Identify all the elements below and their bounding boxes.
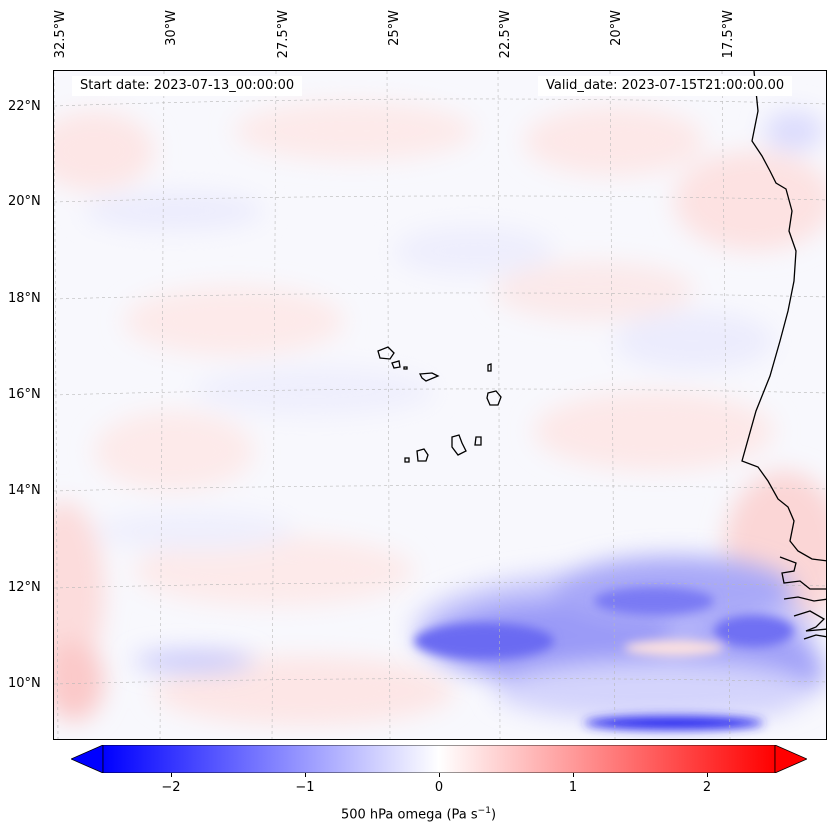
colorbar-tick-label: −2 — [161, 780, 181, 795]
lon-label-32-5w: 32.5°W — [53, 10, 68, 59]
lon-label-30w: 30°W — [164, 10, 179, 46]
colorbar-tickmark — [707, 773, 708, 777]
lat-label-20n: 20°N — [8, 194, 41, 209]
colorbar-gradient — [102, 745, 776, 773]
colorbar-max-arrow — [774, 745, 807, 773]
start-date-label: Start date: 2023-07-13_00:00:00 — [72, 76, 303, 96]
lon-label-20w: 20°W — [609, 10, 624, 46]
lat-label-18n: 18°N — [8, 291, 41, 306]
negative-omega-cores — [414, 587, 794, 730]
colorbar-tick-label: 0 — [434, 780, 444, 795]
lat-label-14n: 14°N — [8, 483, 41, 498]
colorbar-label-prefix: 500 hPa omega (Pa s — [340, 807, 478, 823]
colorbar-tick-label: −1 — [295, 780, 315, 795]
lat-label-10n: 10°N — [8, 676, 41, 691]
weak-omega-patches — [54, 101, 826, 726]
colorbar-tickmark — [439, 773, 440, 777]
colorbar-label-suffix: ) — [490, 807, 497, 823]
lon-label-22-5w: 22.5°W — [498, 10, 513, 59]
colorbar — [71, 745, 807, 773]
lat-label-12n: 12°N — [8, 580, 41, 595]
colorbar-tickmark — [171, 773, 172, 777]
omega-field — [54, 71, 826, 739]
lat-label-16n: 16°N — [8, 387, 41, 402]
valid-date-label: Valid_date: 2023-07-15T21:00:00.00 — [538, 76, 793, 96]
colorbar-tick-label: 2 — [702, 780, 712, 795]
lon-label-17-5w: 17.5°W — [721, 10, 736, 59]
lon-label-25w: 25°W — [387, 10, 402, 46]
colorbar-min-arrow — [71, 745, 104, 773]
coastline — [377, 71, 826, 640]
colorbar-tickmark — [573, 773, 574, 777]
colorbar-tickmark — [305, 773, 306, 777]
colorbar-tick-label: 1 — [568, 780, 578, 795]
graticule — [54, 71, 826, 739]
colorbar-label-exponent: −1 — [477, 806, 491, 816]
omega-map[interactable] — [53, 70, 827, 740]
colorbar-label: 500 hPa omega (Pa s−1) — [0, 806, 837, 822]
lon-label-27-5w: 27.5°W — [276, 10, 291, 59]
lat-label-22n: 22°N — [8, 99, 41, 114]
cape-verde-islands — [377, 346, 502, 463]
